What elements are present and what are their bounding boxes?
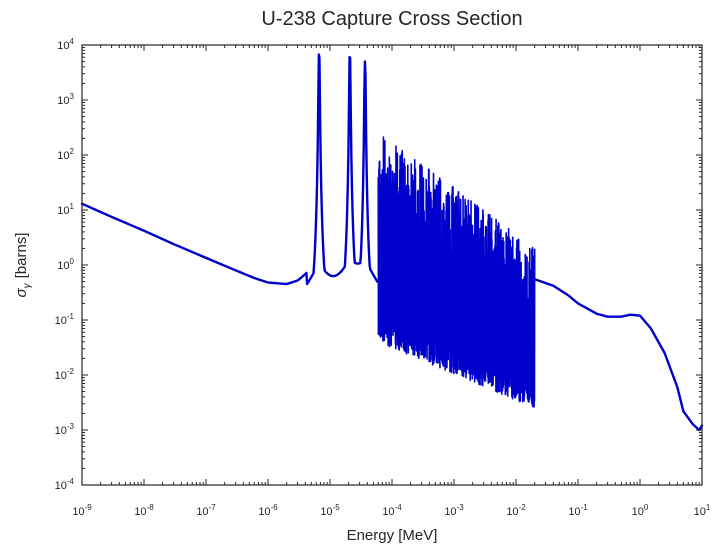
series-line-resonance-band [377, 136, 536, 408]
y-tick-label: 101 [57, 202, 74, 217]
x-tick-label: 10-6 [258, 503, 278, 518]
x-tick-label: 10-1 [568, 503, 588, 518]
y-tick-base: 10 [55, 480, 67, 492]
y-tick-label: 10-3 [55, 422, 75, 437]
x-tick-exponent: -8 [147, 503, 155, 512]
y-tick-label: 102 [57, 147, 74, 162]
y-tick-label: 10-4 [55, 477, 75, 492]
y-tick-label: 100 [57, 257, 74, 272]
x-tick-base: 10 [632, 506, 644, 518]
x-tick-label: 10-3 [444, 503, 464, 518]
y-axis-symbol: σ [13, 287, 30, 297]
x-tick-exponent: -4 [395, 503, 403, 512]
x-tick-base: 10 [382, 506, 394, 518]
x-tick-base: 10 [568, 506, 580, 518]
y-tick-exponent: 4 [70, 37, 75, 46]
y-tick-exponent: 0 [70, 257, 75, 266]
x-tick-label: 101 [694, 503, 711, 518]
x-tick-base: 10 [258, 506, 270, 518]
x-tick-exponent: -1 [581, 503, 589, 512]
y-tick-base: 10 [57, 260, 69, 272]
y-tick-label: 103 [57, 92, 74, 107]
x-tick-base: 10 [196, 506, 208, 518]
y-tick-exponent: 2 [70, 147, 75, 156]
y-tick-base: 10 [57, 150, 69, 162]
x-tick-exponent: 1 [706, 503, 711, 512]
x-tick-exponent: -2 [519, 503, 527, 512]
x-tick-base: 10 [506, 506, 518, 518]
y-tick-exponent: -4 [67, 477, 75, 486]
x-tick-label: 10-2 [506, 503, 526, 518]
x-tick-exponent: 0 [644, 503, 649, 512]
y-tick-exponent: -1 [67, 312, 75, 321]
x-tick-base: 10 [72, 506, 84, 518]
y-tick-label: 10-1 [55, 312, 75, 327]
y-tick-exponent: 3 [70, 92, 75, 101]
x-tick-base: 10 [134, 506, 146, 518]
x-tick-exponent: -9 [85, 503, 93, 512]
plot-frame [81, 44, 703, 486]
y-axis-label: σγ [barns] [13, 233, 33, 298]
y-tick-base: 10 [55, 370, 67, 382]
x-tick-base: 10 [694, 506, 706, 518]
y-tick-label: 104 [57, 37, 74, 52]
x-tick-label: 10-4 [382, 503, 402, 518]
y-tick-base: 10 [57, 205, 69, 217]
y-axis-subscript: γ [22, 282, 33, 288]
y-axis-unit: [barns] [13, 233, 30, 279]
y-tick-base: 10 [55, 425, 67, 437]
y-tick-base: 10 [57, 40, 69, 52]
plot-series-group [80, 53, 704, 432]
y-tick-exponent: -2 [67, 367, 75, 376]
x-tick-exponent: -3 [457, 503, 465, 512]
series-line-fast [533, 278, 704, 432]
y-tick-base: 10 [55, 315, 67, 327]
y-tick-label: 10-2 [55, 367, 75, 382]
x-tick-label: 10-9 [72, 503, 92, 518]
x-tick-exponent: -6 [271, 503, 279, 512]
series-line-thermal [80, 53, 379, 286]
x-tick-label: 10-7 [196, 503, 216, 518]
y-tick-exponent: -3 [67, 422, 75, 431]
y-tick-exponent: 1 [70, 202, 75, 211]
x-tick-base: 10 [444, 506, 456, 518]
x-tick-label: 10-8 [134, 503, 154, 518]
x-tick-base: 10 [320, 506, 332, 518]
x-axis-label: Energy [MeV] [347, 527, 438, 544]
x-tick-exponent: -5 [333, 503, 341, 512]
x-tick-label: 100 [632, 503, 649, 518]
x-tick-label: 10-5 [320, 503, 340, 518]
x-tick-exponent: -7 [209, 503, 217, 512]
chart-title: U-238 Capture Cross Section [261, 8, 522, 30]
y-tick-base: 10 [57, 95, 69, 107]
